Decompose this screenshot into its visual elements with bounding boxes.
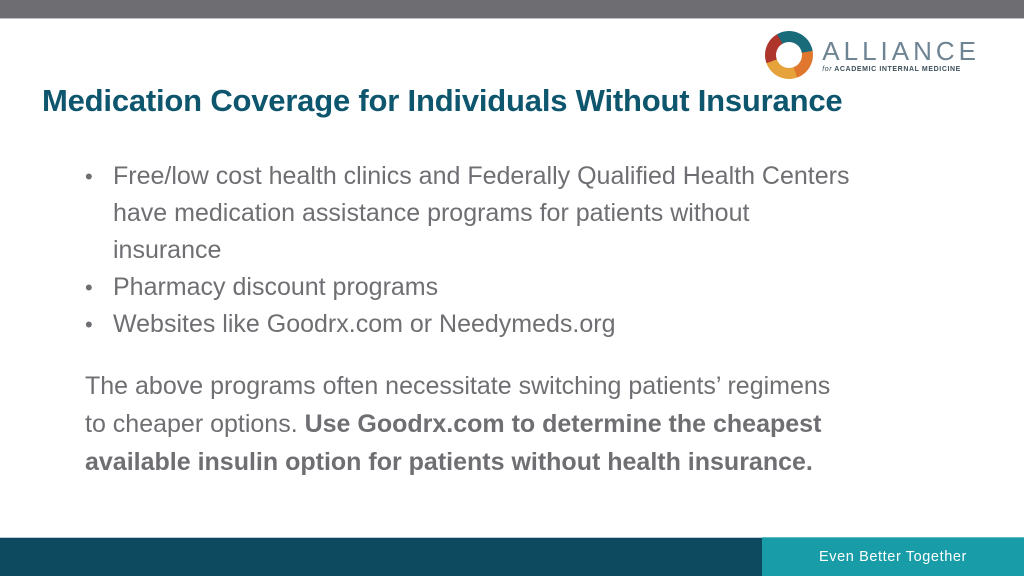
bullet-item-clinics: • Free/low cost health clinics and Feder… [85, 158, 965, 269]
footer-tagline-badge: Even Better Together [762, 537, 1024, 576]
logo-name: ALLIANCE [822, 35, 980, 66]
bullet-icon: • [85, 275, 93, 300]
paragraph-text: The above programs often necessitate swi… [85, 372, 831, 400]
bullet-text: have medication assistance programs for … [113, 199, 750, 227]
alliance-logo: ALLIANCE for ACADEMIC INTERNAL MEDICINE [765, 31, 980, 79]
bullet-text: Free/low cost health clinics and Federal… [113, 162, 850, 190]
footer: Even Better Together [0, 537, 1024, 576]
logo-tagline-text: ACADEMIC INTERNAL MEDICINE [834, 65, 961, 73]
footer-tagline-text: Even Better Together [819, 549, 967, 565]
bullet-icon: • [85, 312, 93, 337]
logo-text: ALLIANCE for ACADEMIC INTERNAL MEDICINE [822, 38, 980, 73]
summary-paragraph: The above programs often necessitate swi… [85, 367, 965, 481]
logo-tagline-prefix: for [822, 65, 833, 73]
alliance-ring-icon [765, 31, 814, 79]
bullet-text: insurance [113, 236, 222, 264]
bullet-text: Websites like Goodrx.com or Needymeds.or… [113, 310, 616, 338]
footer-bar [0, 537, 762, 576]
slide-body: • Free/low cost health clinics and Feder… [85, 158, 965, 481]
paragraph-text-bold: Use Goodrx.com to determine the cheapest [304, 410, 822, 438]
paragraph-text: to cheaper options. [85, 410, 305, 438]
bullet-item-pharmacy: • Pharmacy discount programs [85, 269, 965, 306]
bullet-text: Pharmacy discount programs [113, 273, 439, 301]
bullet-icon: • [85, 164, 93, 189]
window-top-bar [0, 0, 1024, 19]
paragraph-text-bold: available insulin option for patients wi… [85, 448, 813, 476]
bullet-item-websites: • Websites like Goodrx.com or Needymeds.… [85, 306, 965, 343]
page-title: Medication Coverage for Individuals With… [42, 83, 843, 118]
logo-tagline: for ACADEMIC INTERNAL MEDICINE [822, 66, 980, 73]
